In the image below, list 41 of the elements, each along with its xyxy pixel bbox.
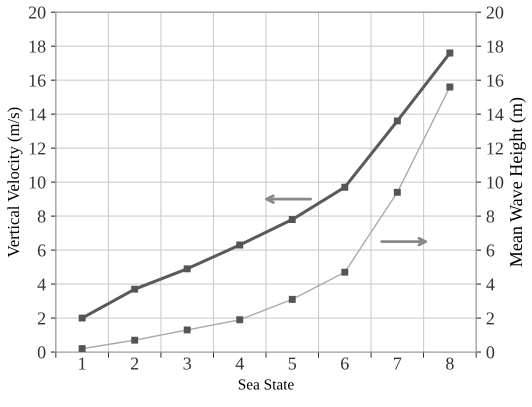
- point: [131, 286, 138, 293]
- y-tick-label: 6: [38, 244, 46, 257]
- y2-tick-label: 18: [487, 40, 504, 53]
- point: [184, 265, 191, 272]
- y-axis-title: Vertical Velocity (m/s): [7, 108, 23, 258]
- y2-tick-label: 0: [486, 346, 494, 358]
- y-tick-label: 2: [38, 312, 46, 324]
- y2-tick-label: 8: [486, 210, 494, 223]
- x-tick-label: 8: [446, 357, 454, 370]
- point: [446, 50, 454, 56]
- y2-tick-label: 6: [486, 244, 494, 257]
- x-tick-label: 5: [288, 358, 296, 370]
- point: [78, 314, 86, 322]
- point: [341, 184, 348, 191]
- x-tick-label: 4: [236, 358, 244, 370]
- y-tick-label: 14: [30, 108, 46, 120]
- x-axis-title: Sea State: [238, 379, 294, 390]
- x-tick-label: 2: [130, 357, 138, 370]
- point: [394, 117, 401, 124]
- point: [236, 242, 244, 248]
- y2-tick-label: 10: [487, 176, 504, 189]
- y2-axis-title: Mean Wave Height (m): [509, 98, 526, 267]
- point: [288, 216, 296, 223]
- y-tick-label: 8: [38, 210, 46, 223]
- x-tick-label: 6: [341, 357, 349, 370]
- x-tick-label: 3: [184, 357, 192, 370]
- y-tick-label: 16: [30, 74, 46, 87]
- y2-tick-label: 4: [486, 278, 495, 290]
- y2-tick-label: 20: [486, 6, 504, 19]
- y-tick-label: 12: [30, 142, 46, 154]
- x-tick-label: 1: [79, 358, 86, 370]
- y2-tick-label: 16: [487, 74, 504, 87]
- y-tick-label: 4: [37, 278, 46, 290]
- y-tick-label: 20: [28, 6, 46, 19]
- y-tick-label: 0: [38, 346, 46, 358]
- x-tick-label: 7: [394, 358, 402, 370]
- y-tick-label: 18: [30, 40, 46, 53]
- y2-tick-label: 12: [487, 142, 503, 154]
- y-tick-label: 10: [30, 176, 46, 189]
- y2-tick-label: 14: [487, 108, 504, 120]
- y2-tick-label: 2: [486, 312, 494, 324]
